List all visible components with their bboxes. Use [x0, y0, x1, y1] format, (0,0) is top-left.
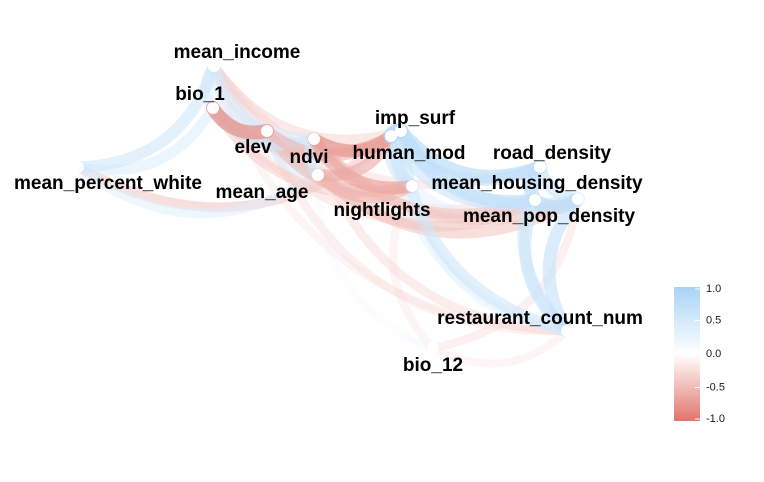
edge-layer — [72, 60, 585, 368]
node-ndvi — [308, 133, 320, 145]
node-mean_percent_white — [72, 161, 84, 173]
node-elev — [261, 125, 273, 137]
edge-bio_12-mean_pop_density — [428, 194, 583, 353]
edge-mean_percent_white-mean_income — [72, 60, 220, 173]
node-label-road_density: road_density — [493, 143, 612, 164]
node-label-ndvi: ndvi — [289, 147, 328, 168]
edge-mean_age-bio_12 — [314, 171, 437, 352]
node-label-mean_housing_density: mean_housing_density — [431, 173, 643, 194]
node-label-restaurant_count_num: restaurant_count_num — [437, 308, 643, 329]
node-label-nightlights: nightlights — [333, 200, 430, 221]
edge-elev-restaurant_count_num — [262, 126, 572, 336]
node-mean_housing_density — [529, 194, 541, 206]
node-label-bio_1: bio_1 — [175, 84, 225, 105]
node-label-mean_pop_density: mean_pop_density — [463, 206, 636, 227]
node-restaurant_count_num — [561, 325, 573, 337]
edge-bio_1-bio_12 — [209, 104, 437, 352]
node-nightlights — [406, 180, 418, 192]
node-label-bio_12: bio_12 — [403, 355, 463, 376]
node-mean_age — [312, 169, 324, 181]
edge-bio_12-restaurant_count_num — [429, 327, 571, 368]
node-layer — [72, 60, 584, 354]
edge-ndvi-human_mod — [307, 129, 398, 158]
node-mean_income — [208, 60, 220, 72]
node-human_mod — [385, 130, 397, 142]
legend-tick-label: 0.0 — [706, 348, 721, 360]
node-label-mean_income: mean_income — [174, 42, 301, 63]
node-label-elev: elev — [235, 137, 272, 158]
legend-tick-label: -1.0 — [706, 413, 725, 425]
edge-ndvi-nightlights — [307, 132, 419, 194]
edge-mean_income-imp_surf — [209, 61, 406, 145]
node-bio_1 — [207, 102, 219, 114]
legend-tick-label: -0.5 — [706, 381, 725, 393]
edge-mean_percent_white-human_mod — [73, 131, 396, 213]
node-label-mean_percent_white: mean_percent_white — [14, 173, 202, 194]
legend-tick-label: 0.5 — [706, 314, 721, 326]
node-bio_12 — [427, 342, 439, 354]
edge-mean_percent_white-mean_age — [73, 162, 323, 219]
edge-bio_1-elev — [206, 101, 274, 140]
node-road_density — [534, 161, 546, 173]
node-label-imp_surf: imp_surf — [375, 108, 456, 129]
legend-tick-label: 1.0 — [706, 283, 721, 295]
legend-ticks: 1.0 0.5 0.0 -0.5 -1.0 — [695, 283, 725, 425]
edge-imp_surf-road_density — [394, 124, 547, 184]
node-mean_pop_density — [572, 193, 584, 205]
node-imp_surf — [395, 125, 407, 137]
edge-mean_pop_density-restaurant_count_num — [542, 192, 585, 338]
node-label-mean_age: mean_age — [216, 182, 309, 203]
color-legend: 1.0 0.5 0.0 -0.5 -1.0 — [674, 283, 725, 425]
node-label-human_mod: human_mod — [353, 143, 466, 164]
